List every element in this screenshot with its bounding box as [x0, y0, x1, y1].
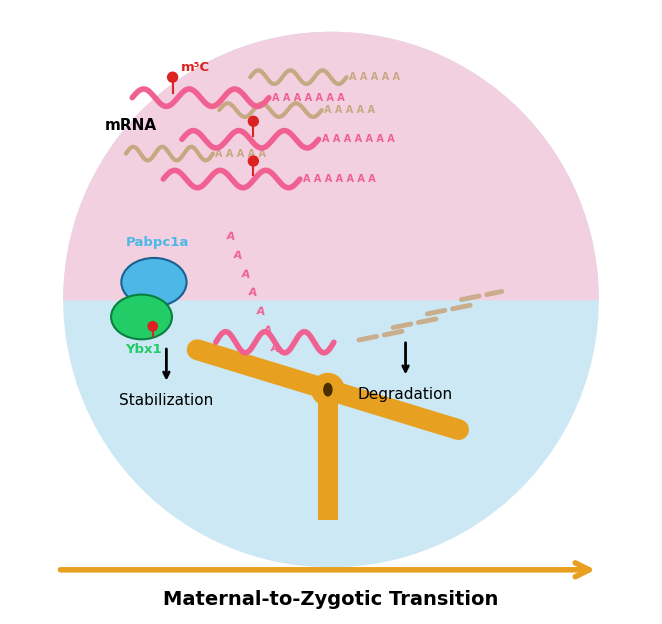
Text: A: A	[256, 306, 265, 317]
Text: Maternal-to-Zygotic Transition: Maternal-to-Zygotic Transition	[164, 590, 498, 608]
Text: A A A A A: A A A A A	[215, 149, 266, 158]
Circle shape	[248, 116, 258, 126]
Text: A: A	[248, 288, 258, 298]
FancyBboxPatch shape	[318, 389, 338, 520]
Ellipse shape	[121, 258, 187, 306]
Text: A A A A A: A A A A A	[324, 105, 375, 115]
Text: A: A	[270, 343, 280, 354]
Circle shape	[248, 156, 258, 166]
Text: A A A A A A A: A A A A A A A	[322, 134, 395, 144]
Text: A: A	[225, 232, 235, 243]
Ellipse shape	[324, 383, 332, 396]
Text: Ybx1: Ybx1	[125, 343, 162, 356]
Text: A A A A A: A A A A A	[349, 72, 400, 82]
Circle shape	[167, 72, 177, 82]
Ellipse shape	[111, 295, 172, 339]
Circle shape	[312, 374, 344, 406]
Text: A: A	[263, 324, 273, 336]
Wedge shape	[64, 32, 598, 300]
Text: Pabpc1a: Pabpc1a	[125, 236, 189, 249]
Circle shape	[64, 32, 598, 567]
Text: A A A A A A A: A A A A A A A	[272, 93, 345, 103]
Text: Degradation: Degradation	[358, 386, 453, 402]
Text: m⁵C: m⁵C	[181, 61, 210, 74]
Text: Stabilization: Stabilization	[119, 392, 214, 407]
Text: A A A A A A A: A A A A A A A	[303, 174, 376, 184]
Text: mRNA: mRNA	[104, 118, 156, 133]
Text: A: A	[233, 250, 243, 261]
Text: A: A	[240, 269, 250, 280]
Circle shape	[148, 321, 158, 331]
